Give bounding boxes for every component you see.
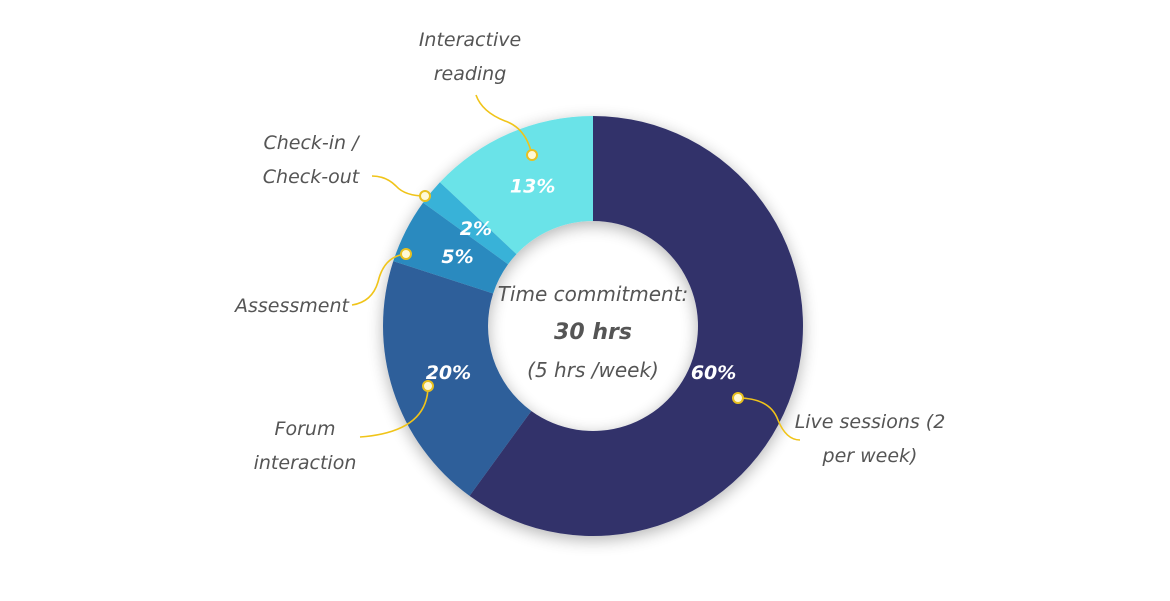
center-title: Time commitment: (497, 282, 689, 306)
slice (383, 261, 532, 496)
value-label: 60% (691, 362, 736, 384)
slice (469, 116, 804, 536)
slice (439, 116, 593, 255)
center-total: 30 hrs (554, 320, 632, 345)
leader-line (737, 397, 801, 441)
category-label: Check-in / Check-out (262, 132, 360, 188)
leader-line (359, 385, 429, 438)
leader-line (475, 94, 533, 156)
category-label: Interactive reading (418, 29, 522, 85)
value-label: 5% (441, 246, 473, 268)
leader-dot (422, 380, 434, 392)
category-label: Live sessions (2 per week) (794, 411, 946, 467)
leader-dot (400, 248, 412, 260)
value-label: 2% (460, 218, 492, 240)
slice (423, 182, 517, 265)
value-label: 13% (510, 176, 555, 198)
annotations: 60% 20% 5% 2% 13% (351, 94, 801, 441)
leader-line (351, 253, 407, 306)
value-label: 20% (426, 362, 471, 384)
category-label: Assessment (235, 295, 349, 317)
center-rate: (5 hrs /week) (527, 358, 659, 382)
slices (383, 116, 804, 536)
leader-dot (526, 149, 538, 161)
leader-dot (732, 392, 744, 404)
leader-line (371, 175, 426, 197)
category-label: Forum interaction (253, 418, 357, 474)
slice (393, 202, 509, 294)
leader-dot (419, 190, 431, 202)
